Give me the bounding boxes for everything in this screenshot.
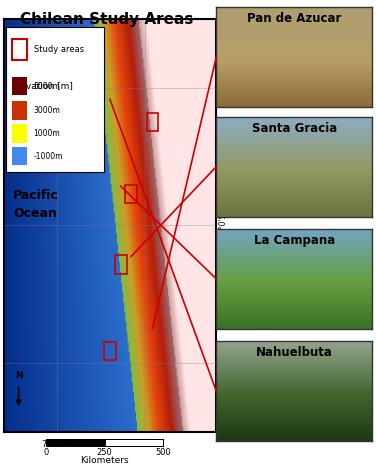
Bar bbox=[12, 101, 27, 120]
Text: 20°0'S: 20°0'S bbox=[218, 350, 227, 375]
Bar bbox=[46, 439, 163, 446]
Text: Nahuelbuta: Nahuelbuta bbox=[256, 346, 333, 359]
Bar bbox=[125, 185, 137, 204]
Text: 3000m: 3000m bbox=[33, 106, 61, 115]
Bar bbox=[147, 113, 158, 131]
Text: Elevation [m]: Elevation [m] bbox=[12, 81, 73, 90]
Text: 40°0'S: 40°0'S bbox=[218, 75, 227, 100]
Text: Kilometers: Kilometers bbox=[80, 456, 129, 465]
Bar bbox=[115, 255, 127, 274]
Text: 0: 0 bbox=[44, 448, 49, 457]
Text: Study areas: Study areas bbox=[33, 45, 83, 54]
Text: 5000m: 5000m bbox=[33, 82, 61, 91]
Text: N: N bbox=[15, 371, 23, 380]
Text: 500: 500 bbox=[155, 448, 171, 457]
Text: 250: 250 bbox=[97, 448, 112, 457]
Text: 1000m: 1000m bbox=[33, 129, 60, 138]
Text: 75°0'W: 75°0'W bbox=[42, 440, 72, 449]
Bar bbox=[105, 439, 163, 446]
Bar bbox=[6, 27, 104, 171]
Text: 30°0'S: 30°0'S bbox=[218, 212, 227, 238]
Text: Pacific
Ocean: Pacific Ocean bbox=[13, 189, 59, 220]
Text: Santa Gracia: Santa Gracia bbox=[252, 122, 337, 135]
Bar bbox=[12, 77, 27, 95]
Text: 70°0'W: 70°0'W bbox=[130, 440, 161, 449]
Bar bbox=[12, 124, 27, 143]
Text: La Campana: La Campana bbox=[253, 234, 335, 247]
Text: Chilean Study Areas: Chilean Study Areas bbox=[20, 12, 194, 27]
Bar bbox=[12, 39, 27, 60]
Text: Pan de Azucar: Pan de Azucar bbox=[247, 12, 341, 25]
Text: -1000m: -1000m bbox=[33, 152, 63, 161]
Bar bbox=[104, 342, 116, 361]
Bar bbox=[12, 147, 27, 165]
Bar bbox=[46, 439, 105, 446]
